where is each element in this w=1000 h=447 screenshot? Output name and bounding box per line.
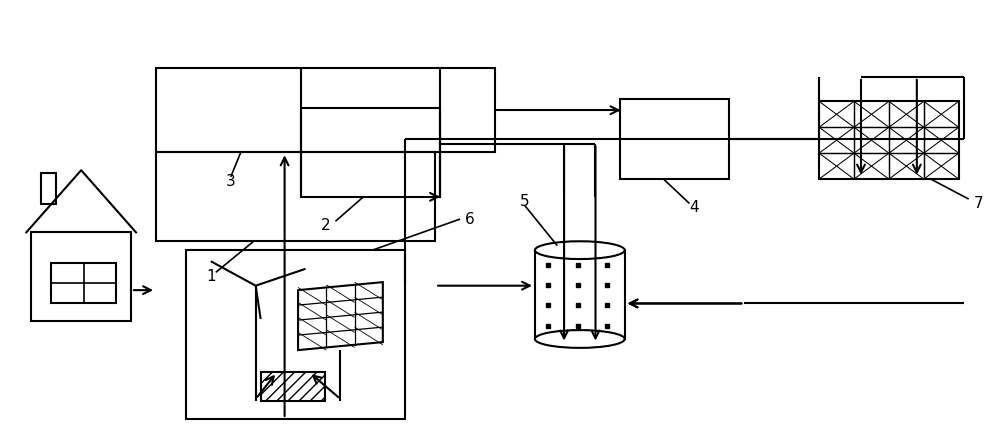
- Bar: [819, 101, 959, 179]
- Text: 1: 1: [206, 269, 215, 284]
- Bar: [186, 250, 405, 419]
- Text: 2: 2: [320, 218, 330, 233]
- Bar: [156, 68, 495, 152]
- Bar: [301, 108, 440, 197]
- Text: 5: 5: [520, 194, 530, 209]
- Ellipse shape: [535, 330, 625, 348]
- Bar: [31, 232, 131, 321]
- Bar: [620, 99, 729, 179]
- Text: 6: 6: [465, 211, 475, 227]
- Ellipse shape: [535, 241, 625, 259]
- Bar: [261, 372, 325, 401]
- Text: 4: 4: [689, 200, 699, 215]
- Bar: [41, 173, 56, 204]
- Bar: [51, 263, 116, 304]
- Text: 7: 7: [974, 196, 983, 211]
- Bar: [535, 250, 625, 339]
- Text: 3: 3: [226, 174, 236, 189]
- Bar: [156, 152, 435, 241]
